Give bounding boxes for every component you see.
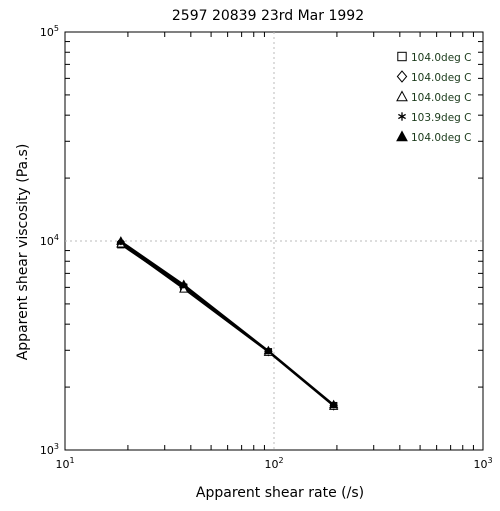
minor-ticks — [65, 32, 483, 450]
legend-item: 104.0deg C — [396, 70, 472, 84]
legend: 104.0deg C 104.0deg C 104.0deg C 103.9deg C… — [396, 51, 472, 144]
legend-marker — [396, 90, 408, 102]
series-line — [120, 243, 335, 407]
chart-title: 2597 20839 23rd Mar 1992 — [172, 8, 364, 24]
series-group — [116, 236, 339, 411]
legend-label: 104.0deg C — [411, 52, 472, 64]
series-5 — [116, 236, 339, 409]
y-tick-label: 104 — [40, 233, 59, 248]
y-axis-label: Apparent shear viscosity (Pa.s) — [15, 144, 31, 361]
data-point — [116, 236, 126, 245]
asterisk-stroke — [398, 113, 406, 120]
legend-item: 104.0deg C — [396, 130, 472, 144]
legend-marker — [397, 51, 407, 62]
legend-item: 104.0deg C — [397, 51, 472, 64]
x-tick-label: 103 — [473, 456, 492, 471]
series-3 — [116, 238, 339, 410]
series-line — [120, 244, 335, 407]
data-point — [179, 279, 189, 289]
legend-label: 104.0deg C — [411, 132, 472, 144]
legend-marker — [396, 130, 408, 142]
x-tick-label: 102 — [264, 456, 283, 471]
x-axis-label: Apparent shear rate (/s) — [196, 485, 364, 501]
series-line — [120, 240, 335, 406]
legend-label: 103.9deg C — [411, 112, 472, 124]
series-1 — [117, 241, 338, 410]
data-point — [328, 399, 339, 409]
data-point — [179, 284, 189, 293]
y-tick-label: 103 — [40, 442, 59, 457]
legend-label: 104.0deg C — [411, 92, 472, 104]
data-point — [263, 345, 274, 355]
legend-label: 104.0deg C — [411, 72, 472, 84]
y-tick-label: 105 — [40, 24, 59, 39]
legend-item: 104.0deg C — [396, 90, 472, 104]
legend-marker — [396, 70, 408, 83]
legend-item: 103.9deg C — [398, 112, 472, 124]
legend-marker — [398, 112, 406, 121]
x-tick-label: 101 — [55, 456, 74, 471]
tick-labels: 101 102 103 103 104 105 — [40, 24, 493, 471]
